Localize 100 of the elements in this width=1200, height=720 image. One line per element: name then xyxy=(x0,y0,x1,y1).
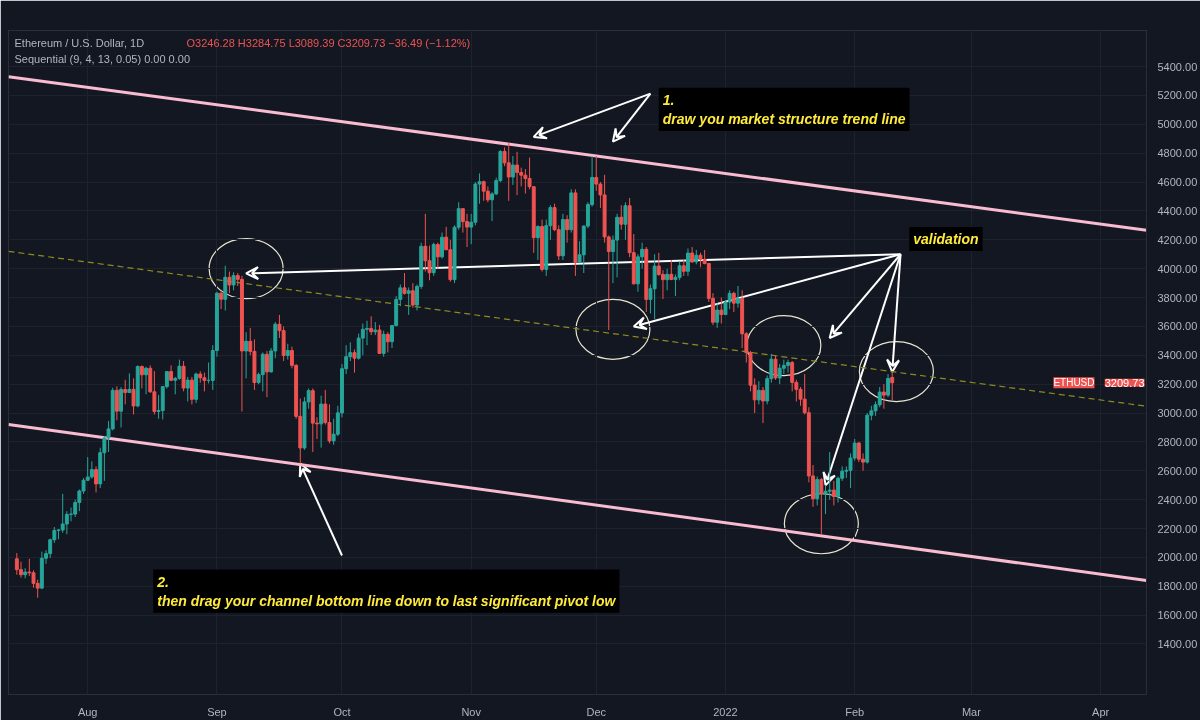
candlestick xyxy=(127,372,132,394)
x-tick-label: Sep xyxy=(207,705,227,718)
annotation: 2. then drag your channel bottom line down to last significant pivot low xyxy=(156,573,617,609)
candlestick xyxy=(827,451,832,501)
candlestick xyxy=(761,386,765,424)
candlestick xyxy=(119,386,124,428)
candlestick xyxy=(406,286,411,316)
candlestick xyxy=(435,242,440,270)
candlestick xyxy=(352,349,357,374)
candlestick xyxy=(773,354,778,381)
candlestick xyxy=(114,385,119,421)
y-tick-label: 5200.00 xyxy=(1157,89,1198,102)
candlestick xyxy=(440,232,444,260)
candlestick xyxy=(410,282,415,309)
candlestick xyxy=(535,224,540,261)
y-tick-label: 2600.00 xyxy=(1157,464,1198,477)
text: O3246.28 H3284.75 L3089.39 C3209.73 −36.49 (−1.12%) xyxy=(186,36,471,49)
y-tick-label: 4600.00 xyxy=(1157,176,1198,189)
candlestick xyxy=(202,372,207,392)
candlestick xyxy=(565,214,570,244)
annotation: Sequential (9, 4, 13, 0.05) 0.00 0.00 xyxy=(14,52,191,65)
candlestick xyxy=(181,360,186,392)
candlestick xyxy=(64,510,69,535)
candlestick xyxy=(886,373,891,398)
y-tick-label: 4400.00 xyxy=(1157,204,1198,217)
x-tick-label: Oct xyxy=(333,705,351,718)
x-tick-label: Mar xyxy=(961,705,982,718)
candlestick xyxy=(60,493,65,534)
candlestick xyxy=(623,201,628,241)
x-tick-label: Apr xyxy=(1092,705,1110,718)
y-tick-label: 3800.00 xyxy=(1157,291,1198,304)
y-tick-label: 3400.00 xyxy=(1157,349,1198,362)
candlestick xyxy=(686,247,690,277)
candlestick xyxy=(594,155,599,192)
x-tick-label: Nov xyxy=(461,705,482,718)
candlestick xyxy=(227,271,232,294)
candlestick xyxy=(377,324,382,355)
candlestick xyxy=(715,302,720,329)
y-tick-label: 3200.00 xyxy=(1157,378,1198,391)
candlestick xyxy=(736,285,740,309)
candlestick xyxy=(790,360,795,392)
candlestick xyxy=(231,271,236,291)
candlestick xyxy=(677,260,682,281)
candlestick xyxy=(652,253,657,320)
candlestick xyxy=(385,331,390,353)
y-tick-label: 2800.00 xyxy=(1157,435,1198,448)
candlestick xyxy=(381,330,386,358)
candlestick xyxy=(756,380,761,405)
candlestick xyxy=(185,376,190,402)
candlestick xyxy=(94,465,98,493)
annotation: 3209.73 xyxy=(1104,376,1145,389)
candlestick xyxy=(661,269,665,300)
y-tick-label: 4200.00 xyxy=(1157,233,1198,246)
y-tick-label: 4000.00 xyxy=(1157,262,1198,275)
y-tick-label: 3000.00 xyxy=(1157,407,1198,420)
x-tick-label: 2022 xyxy=(713,705,738,718)
candlestick xyxy=(139,364,144,389)
x-tick-label: Aug xyxy=(77,705,98,718)
candlestick xyxy=(402,272,407,296)
candlestick xyxy=(244,331,249,379)
candlestick xyxy=(14,552,19,576)
candlestick xyxy=(365,320,369,346)
candlestick xyxy=(819,477,824,535)
candlestick xyxy=(890,371,895,401)
candlestick xyxy=(423,213,428,273)
candlestick xyxy=(831,480,836,506)
candlestick xyxy=(510,155,515,186)
y-tick-label: 5000.00 xyxy=(1157,118,1198,131)
y-tick-label: 5400.00 xyxy=(1157,60,1198,73)
text: Ethereum / U.S. Dollar, 1D xyxy=(14,36,145,49)
candlestick xyxy=(123,379,128,405)
y-tick-label: 3600.00 xyxy=(1157,320,1198,333)
y-tick-label: 2400.00 xyxy=(1157,493,1198,506)
candlestick xyxy=(777,363,782,385)
y-tick-label: 1400.00 xyxy=(1157,637,1198,650)
candlestick xyxy=(877,386,882,408)
candlestick xyxy=(131,377,136,415)
candlestick xyxy=(360,323,365,356)
candlestick xyxy=(89,460,94,480)
candlestick xyxy=(19,561,23,579)
y-tick-label: 1600.00 xyxy=(1157,609,1198,622)
y-tick-label: 2200.00 xyxy=(1157,522,1198,535)
annotation: 1. draw you market structure trend line xyxy=(662,91,906,128)
x-tick-label: Feb xyxy=(845,705,865,718)
candlestick xyxy=(219,291,224,310)
candlestick xyxy=(665,268,670,291)
candlestick xyxy=(619,204,624,231)
candlestick xyxy=(815,476,820,506)
candlestick xyxy=(786,359,790,374)
candlestick xyxy=(144,366,149,395)
x-tick-label: Dec xyxy=(586,705,607,718)
candlestick xyxy=(515,151,520,196)
annotation: validation xyxy=(913,230,979,247)
y-tick-label: 2000.00 xyxy=(1157,551,1198,564)
candlestick xyxy=(264,350,269,398)
candlestick xyxy=(189,376,194,405)
annotation: ETHUSD xyxy=(1053,377,1095,389)
y-tick-label: 4800.00 xyxy=(1157,147,1198,160)
candlestick xyxy=(223,265,228,312)
candlestick xyxy=(319,395,324,449)
